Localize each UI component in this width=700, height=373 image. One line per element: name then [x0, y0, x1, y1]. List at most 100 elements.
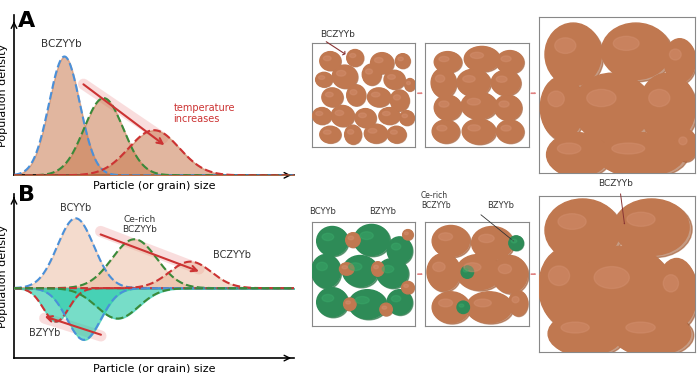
Ellipse shape [463, 93, 498, 120]
Ellipse shape [374, 57, 383, 63]
Ellipse shape [509, 236, 524, 250]
Ellipse shape [561, 322, 589, 333]
Ellipse shape [548, 266, 570, 285]
Ellipse shape [350, 291, 388, 320]
Ellipse shape [347, 50, 364, 67]
Ellipse shape [457, 69, 490, 96]
Ellipse shape [433, 293, 471, 324]
Ellipse shape [501, 125, 511, 131]
Ellipse shape [346, 85, 365, 106]
Ellipse shape [641, 76, 698, 145]
Ellipse shape [384, 70, 405, 89]
Ellipse shape [365, 69, 372, 74]
Ellipse shape [331, 106, 354, 126]
Text: BZYYb: BZYYb [29, 328, 60, 338]
Ellipse shape [541, 251, 597, 329]
Ellipse shape [355, 109, 376, 127]
Ellipse shape [347, 129, 354, 134]
Ellipse shape [463, 120, 497, 145]
Text: BZYYb: BZYYb [370, 207, 396, 216]
Ellipse shape [511, 239, 517, 243]
Ellipse shape [467, 98, 480, 105]
Text: BCZYYb: BCZYYb [41, 40, 82, 49]
Ellipse shape [363, 65, 382, 85]
Ellipse shape [405, 79, 415, 91]
Ellipse shape [464, 46, 500, 71]
Ellipse shape [404, 284, 408, 288]
Ellipse shape [312, 107, 331, 124]
Ellipse shape [498, 51, 524, 74]
Ellipse shape [372, 92, 380, 97]
Ellipse shape [382, 266, 394, 273]
Ellipse shape [382, 112, 390, 116]
Ellipse shape [387, 237, 412, 264]
Ellipse shape [388, 127, 407, 144]
Ellipse shape [496, 51, 524, 73]
Ellipse shape [333, 66, 358, 89]
Ellipse shape [626, 322, 655, 333]
Ellipse shape [390, 90, 409, 111]
Text: BCYYb: BCYYb [60, 203, 91, 213]
Ellipse shape [316, 262, 328, 270]
Ellipse shape [346, 233, 360, 248]
Ellipse shape [402, 281, 414, 294]
Ellipse shape [439, 101, 449, 107]
Ellipse shape [461, 266, 474, 278]
Ellipse shape [344, 125, 361, 144]
Ellipse shape [540, 76, 584, 139]
Ellipse shape [403, 230, 414, 240]
Ellipse shape [457, 301, 470, 314]
Ellipse shape [360, 232, 373, 239]
Ellipse shape [466, 47, 501, 72]
Y-axis label: Population density: Population density [0, 44, 8, 147]
Ellipse shape [458, 256, 503, 291]
Ellipse shape [342, 266, 347, 269]
Ellipse shape [464, 263, 481, 272]
Ellipse shape [615, 314, 694, 357]
Ellipse shape [349, 290, 386, 319]
Ellipse shape [434, 51, 461, 72]
Ellipse shape [391, 91, 409, 112]
Ellipse shape [372, 262, 384, 277]
Ellipse shape [385, 71, 405, 90]
Ellipse shape [391, 130, 398, 134]
Ellipse shape [658, 261, 699, 330]
Text: BCZYYb: BCZYYb [320, 30, 355, 39]
Ellipse shape [350, 90, 357, 95]
Ellipse shape [435, 75, 444, 82]
Ellipse shape [498, 264, 512, 274]
Ellipse shape [387, 290, 412, 314]
Ellipse shape [549, 135, 612, 178]
Ellipse shape [509, 291, 528, 316]
Ellipse shape [573, 73, 652, 142]
Ellipse shape [432, 292, 470, 323]
Ellipse shape [428, 255, 461, 292]
Ellipse shape [388, 291, 413, 316]
Ellipse shape [323, 56, 331, 61]
Ellipse shape [458, 70, 491, 97]
Text: BCZYYb: BCZYYb [213, 250, 251, 260]
Ellipse shape [539, 248, 595, 326]
Text: Ce-rich
BCZYYb: Ce-rich BCZYYb [122, 215, 158, 234]
Ellipse shape [378, 260, 409, 289]
Ellipse shape [402, 114, 407, 118]
Ellipse shape [578, 246, 672, 334]
Ellipse shape [434, 95, 461, 120]
Ellipse shape [318, 289, 349, 318]
Text: temperature
increases: temperature increases [174, 103, 235, 124]
Ellipse shape [400, 111, 414, 126]
Ellipse shape [594, 267, 629, 288]
Ellipse shape [379, 107, 400, 124]
Ellipse shape [372, 262, 384, 276]
Ellipse shape [312, 254, 340, 288]
X-axis label: Particle (or grain) size: Particle (or grain) size [92, 364, 216, 373]
Ellipse shape [335, 110, 344, 116]
Ellipse shape [355, 297, 369, 304]
Ellipse shape [396, 54, 410, 69]
Ellipse shape [600, 135, 688, 178]
Ellipse shape [313, 256, 342, 289]
Ellipse shape [346, 233, 360, 247]
Ellipse shape [439, 56, 449, 62]
Ellipse shape [496, 120, 524, 143]
Ellipse shape [374, 265, 379, 269]
